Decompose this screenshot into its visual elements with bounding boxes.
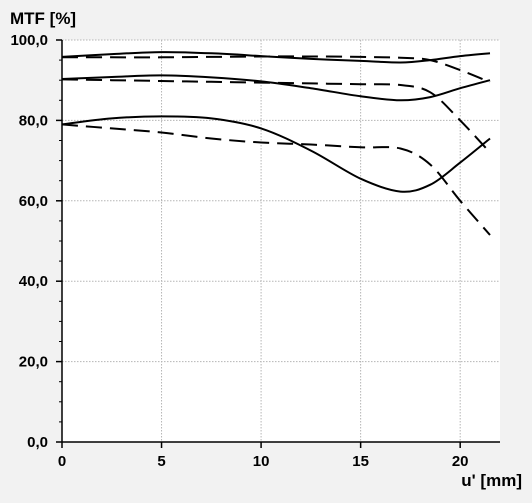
- x-tick-label: 15: [352, 453, 369, 470]
- y-axis-title: MTF [%]: [10, 9, 76, 28]
- x-tick-label: 10: [253, 453, 270, 470]
- series-line-1-solid: [61, 51, 491, 64]
- tick-labels: 0 5 10 15 20 0,0 20,0 40,0 60,0 80,0 100,0: [10, 32, 468, 470]
- series-line-3-solid: [61, 74, 491, 102]
- y-tick-label: 0,0: [27, 434, 48, 451]
- y-tick-label: 60,0: [19, 193, 48, 210]
- grid: [62, 39, 500, 442]
- y-tick-label: 80,0: [19, 112, 48, 129]
- series-group: [61, 51, 491, 236]
- x-tick-label: 0: [58, 453, 66, 470]
- x-axis-title: u' [mm]: [461, 471, 522, 490]
- axes: [56, 39, 500, 448]
- y-tick-label: 40,0: [19, 273, 48, 290]
- series-line-4-dashed: [61, 78, 491, 154]
- x-tick-label: 5: [157, 453, 165, 470]
- plot-area: [62, 40, 500, 442]
- series-line-5-solid: [61, 115, 491, 193]
- y-tick-label: 100,0: [10, 32, 48, 49]
- y-tick-label: 20,0: [19, 354, 48, 371]
- x-tick-label: 20: [452, 453, 469, 470]
- series-line-6-dashed: [61, 123, 491, 236]
- series-line-2-dashed: [62, 55, 491, 84]
